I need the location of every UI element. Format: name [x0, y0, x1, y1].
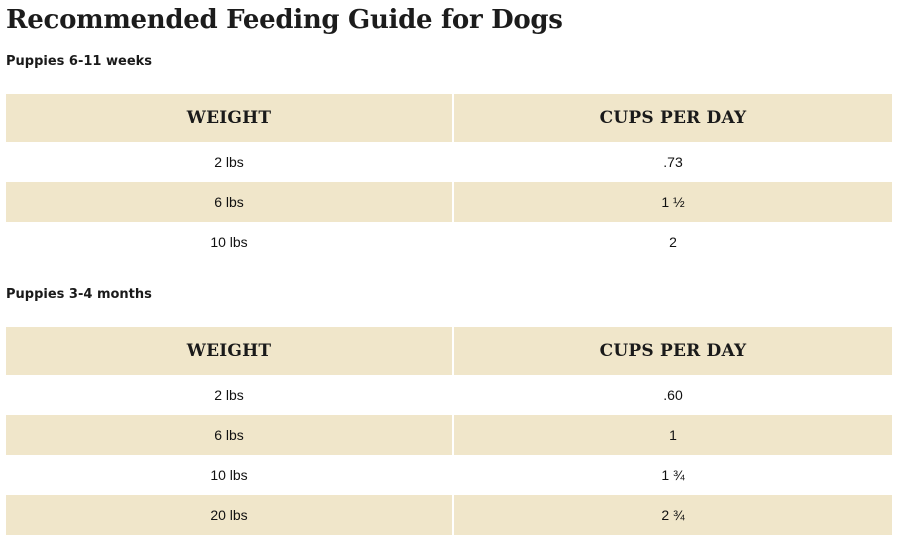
column-header-cups-per-day: CUPS PER DAY — [452, 327, 892, 375]
table-row: 2 lbs .60 — [6, 375, 892, 415]
cups-per-day-cell: 2 — [452, 222, 892, 262]
weight-cell: 2 lbs — [6, 375, 453, 415]
weight-cell: 6 lbs — [6, 182, 453, 222]
weight-cell: 2 lbs — [6, 142, 453, 182]
table-row: 10 lbs 1 ¾ — [6, 455, 892, 495]
table-row: 2 lbs .73 — [6, 142, 892, 182]
table-row: 10 lbs 2 — [6, 222, 892, 262]
weight-cell: 6 lbs — [6, 415, 453, 455]
cups-per-day-cell: 1 ½ — [452, 182, 892, 222]
table-header-row: WEIGHT CUPS PER DAY — [6, 94, 892, 142]
weight-cell: 20 lbs — [6, 495, 453, 535]
page-title: Recommended Feeding Guide for Dogs — [6, 5, 563, 35]
table-row: 6 lbs 1 ½ — [6, 182, 892, 222]
cups-per-day-cell: .60 — [452, 375, 892, 415]
weight-cell: 10 lbs — [6, 222, 453, 262]
column-header-cups-per-day: CUPS PER DAY — [452, 94, 892, 142]
column-header-weight: WEIGHT — [6, 94, 453, 142]
weight-cell: 10 lbs — [6, 455, 453, 495]
table-header-row: WEIGHT CUPS PER DAY — [6, 327, 892, 375]
cups-per-day-cell: 2 ¾ — [452, 495, 892, 535]
feeding-table-6-11-weeks: WEIGHT CUPS PER DAY 2 lbs .73 6 lbs 1 ½ … — [6, 94, 892, 262]
column-header-weight: WEIGHT — [6, 327, 453, 375]
section-heading-puppies-6-11-weeks: Puppies 6-11 weeks — [6, 54, 153, 69]
feeding-table-3-4-months: WEIGHT CUPS PER DAY 2 lbs .60 6 lbs 1 10… — [6, 327, 892, 535]
cups-per-day-cell: 1 ¾ — [452, 455, 892, 495]
table-row: 20 lbs 2 ¾ — [6, 495, 892, 535]
cups-per-day-cell: 1 — [452, 415, 892, 455]
section-heading-puppies-3-4-months: Puppies 3-4 months — [6, 287, 152, 302]
table-row: 6 lbs 1 — [6, 415, 892, 455]
cups-per-day-cell: .73 — [452, 142, 892, 182]
